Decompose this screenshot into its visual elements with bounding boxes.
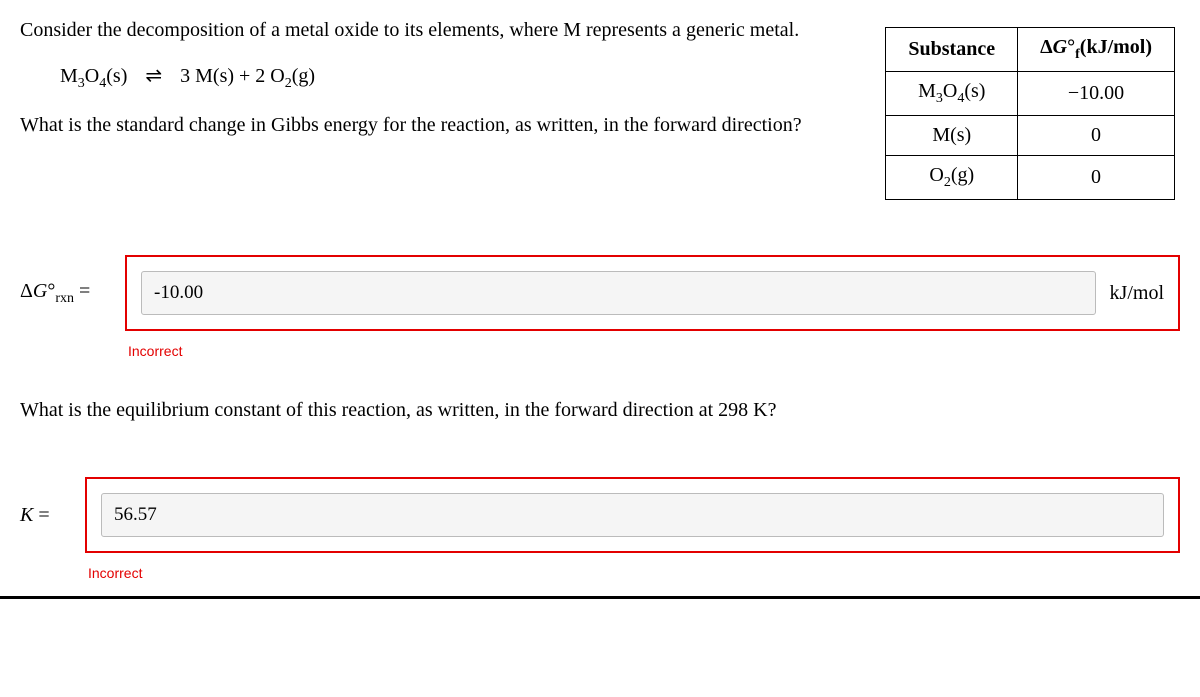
intro-text: Consider the decomposition of a metal ox… (20, 15, 855, 45)
table-row: O2(g) 0 (886, 156, 1175, 200)
reaction-equation: M3O4(s) ⇌ 3 M(s) + 2 O2(g) (60, 63, 855, 92)
dg-rxn-label: ΔG°rxn = (20, 280, 115, 307)
gibbs-data-table: Substance ΔG°f(kJ/mol) M3O4(s) −10.00 M(… (885, 27, 1175, 200)
question2-text: What is the equilibrium constant of this… (20, 399, 1180, 422)
table-header-substance: Substance (886, 28, 1018, 72)
answer2-incorrect-label: Incorrect (88, 565, 1180, 581)
table-row: M(s) 0 (886, 116, 1175, 156)
answer1-incorrect-label: Incorrect (128, 343, 1180, 359)
k-input[interactable] (101, 493, 1164, 537)
answer2-feedback-box (85, 477, 1180, 553)
table-header-dgf: ΔG°f(kJ/mol) (1018, 28, 1175, 72)
k-label: K = (20, 504, 75, 527)
question1-text: What is the standard change in Gibbs ene… (20, 110, 855, 140)
dg-rxn-unit: kJ/mol (1110, 282, 1164, 305)
table-row: M3O4(s) −10.00 (886, 72, 1175, 116)
dg-rxn-input[interactable] (141, 271, 1096, 315)
answer1-feedback-box: kJ/mol (125, 255, 1180, 331)
